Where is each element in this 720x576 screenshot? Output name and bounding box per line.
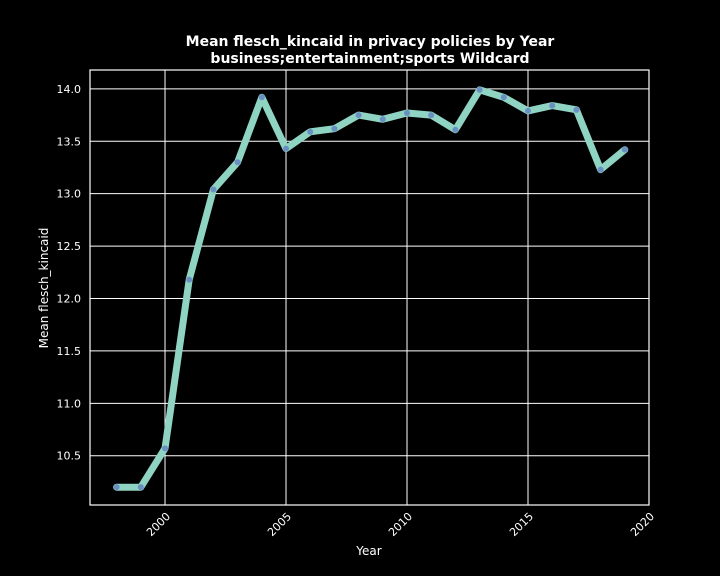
data-point xyxy=(137,484,144,491)
chart-title: Mean flesch_kincaid in privacy policies … xyxy=(186,34,555,50)
data-point xyxy=(476,86,483,93)
data-point xyxy=(404,109,411,116)
data-point xyxy=(283,145,290,152)
data-point xyxy=(331,125,338,132)
x-tick-label: 2015 xyxy=(507,510,536,539)
data-point xyxy=(258,94,265,101)
tick-labels: 2000 2005 2010 2015 2020 10.5 11.0 11.5 12.0 12.5… xyxy=(57,83,658,539)
y-tick-label: 10.5 xyxy=(57,450,82,463)
data-point xyxy=(186,276,193,283)
data-point xyxy=(452,126,459,133)
y-tick-label: 13.0 xyxy=(57,188,82,201)
x-tick-label: 2010 xyxy=(386,510,415,539)
x-tick-label: 2005 xyxy=(265,510,294,539)
x-axis-label: Year xyxy=(355,544,381,558)
data-point xyxy=(307,128,314,135)
chart-subtitle: business;entertainment;sports Wildcard xyxy=(210,51,529,67)
data-point xyxy=(621,146,628,153)
y-tick-label: 12.0 xyxy=(57,293,82,306)
data-point xyxy=(597,166,604,173)
grid xyxy=(90,70,650,505)
y-axis-label: Mean flesch_kincaid xyxy=(37,228,51,349)
data-point xyxy=(210,186,217,193)
data-point xyxy=(525,107,532,114)
data-point xyxy=(549,102,556,109)
series-line xyxy=(113,86,629,491)
y-tick-label: 11.5 xyxy=(57,345,82,358)
y-tick-label: 14.0 xyxy=(57,83,82,96)
data-point xyxy=(573,106,580,113)
data-point xyxy=(379,116,386,123)
x-tick-label: 2000 xyxy=(144,510,173,539)
data-point xyxy=(428,112,435,119)
y-tick-label: 11.0 xyxy=(57,397,82,410)
plot-frame xyxy=(89,69,650,506)
x-tick-label: 2020 xyxy=(628,510,657,539)
y-tick-label: 13.5 xyxy=(57,135,82,148)
data-point xyxy=(500,94,507,101)
data-point xyxy=(113,484,120,491)
series xyxy=(113,86,629,491)
data-point xyxy=(234,159,241,166)
y-tick-label: 12.5 xyxy=(57,240,82,253)
data-point xyxy=(355,112,362,119)
data-point xyxy=(162,445,169,452)
